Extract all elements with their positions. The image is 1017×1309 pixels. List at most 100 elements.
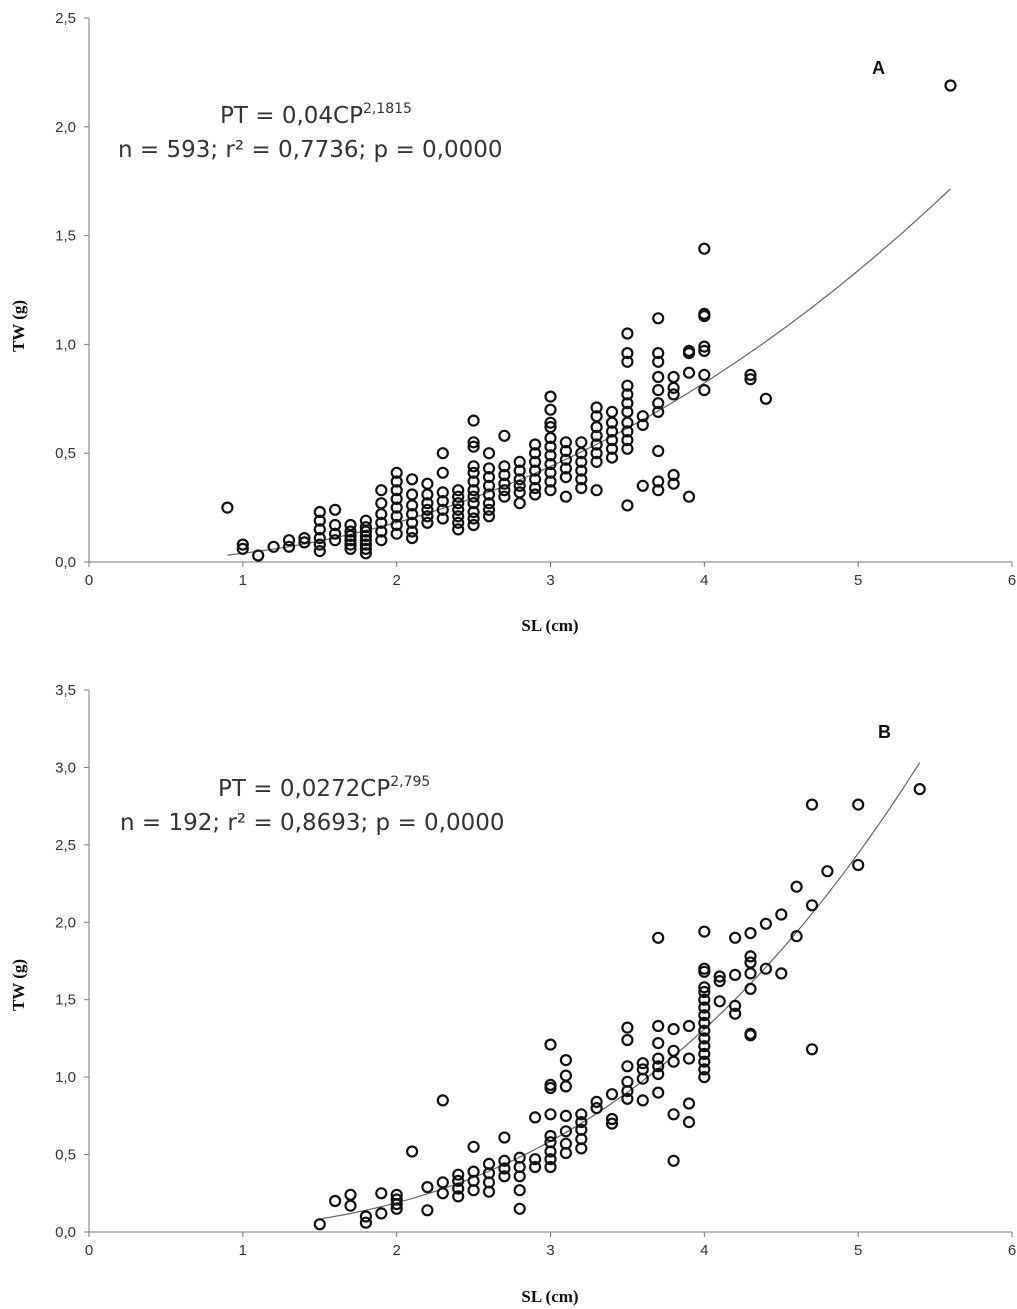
data-point-b — [667, 1055, 680, 1068]
data-point-b — [775, 908, 788, 921]
data-point-a — [559, 462, 573, 475]
data-point-b — [498, 1131, 511, 1144]
data-point-a — [667, 477, 680, 490]
data-point-a — [329, 503, 342, 516]
data-point-b — [421, 1204, 434, 1217]
data-point-a — [590, 421, 603, 434]
data-point-b — [605, 1117, 619, 1130]
data-point-a — [667, 370, 680, 384]
data-point-a — [528, 455, 542, 468]
data-point-a — [575, 481, 588, 495]
data-point-a — [513, 479, 526, 492]
data-point-a — [698, 310, 711, 323]
data-point-a — [636, 479, 649, 492]
data-point-a — [436, 495, 449, 508]
data-point-b — [544, 1160, 557, 1174]
data-point-b — [698, 1055, 711, 1068]
data-point-b — [652, 1019, 665, 1033]
stats-b: n = 192; r² = 0,8693; p = 0,0000 — [120, 810, 505, 836]
data-point-a — [390, 492, 403, 505]
data-point-a — [329, 534, 342, 547]
data-point-a — [221, 501, 234, 514]
x-tick-label-a: 5 — [854, 572, 862, 589]
data-point-b — [790, 880, 803, 893]
data-point-b — [528, 1153, 542, 1166]
data-point-a — [605, 405, 619, 418]
x-tick-label-a: 4 — [700, 572, 708, 589]
data-point-a — [375, 534, 388, 547]
data-point-a — [575, 436, 588, 449]
data-point-a — [313, 523, 326, 536]
x-axis-title-a: SL (cm) — [521, 616, 578, 635]
data-point-a — [344, 525, 357, 538]
data-point-b — [652, 1060, 665, 1073]
data-point-a — [482, 479, 496, 492]
data-point-a — [375, 525, 388, 538]
y-tick-label-b: 1,5 — [55, 992, 76, 1009]
data-point-b — [698, 1063, 711, 1076]
data-point-b — [605, 1088, 619, 1101]
data-point-a — [682, 490, 696, 503]
data-point-a — [406, 488, 419, 501]
data-point-a — [359, 521, 372, 534]
data-point-b — [344, 1188, 357, 1201]
data-point-b — [759, 917, 773, 930]
data-point-a — [436, 512, 449, 525]
data-point-a — [590, 401, 603, 414]
x-tick-label-b: 4 — [700, 1242, 708, 1259]
data-point-a — [528, 473, 542, 486]
data-point-a — [621, 327, 634, 340]
data-point-a — [421, 503, 434, 516]
data-point-b — [575, 1108, 588, 1121]
data-point-a — [406, 531, 419, 545]
data-point-b — [698, 1040, 711, 1053]
data-point-a — [621, 416, 634, 429]
data-point-b — [698, 985, 711, 999]
equation-a: PT = 0,04CP2,1815 — [220, 101, 412, 129]
data-point-b — [498, 1170, 511, 1183]
data-point-a — [605, 434, 619, 447]
data-point-b — [544, 1038, 557, 1051]
data-point-b — [713, 970, 726, 983]
data-point-a — [513, 464, 526, 477]
data-point-b — [667, 1022, 680, 1036]
data-point-a — [359, 534, 372, 547]
data-point-a — [759, 392, 773, 405]
data-point-a — [406, 516, 419, 529]
data-point-a — [467, 505, 480, 519]
data-point-b — [436, 1187, 449, 1200]
data-point-a — [452, 503, 465, 516]
data-point-b — [636, 1094, 649, 1107]
data-point-a — [313, 538, 326, 551]
data-point-a — [482, 497, 496, 510]
data-point-a — [652, 370, 665, 384]
data-point-b — [467, 1140, 480, 1153]
data-point-b — [652, 1052, 665, 1065]
x-tick-label-b: 0 — [85, 1242, 93, 1259]
data-point-a — [544, 440, 557, 453]
data-point-a — [513, 473, 526, 486]
data-point-b — [698, 1016, 711, 1030]
y-tick-label-b: 1,0 — [55, 1069, 76, 1086]
data-point-a — [467, 414, 480, 427]
equation-a-exponent: 2,1815 — [363, 101, 412, 117]
data-point-b — [559, 1080, 573, 1093]
data-point-a — [421, 488, 434, 501]
data-point-b — [390, 1202, 403, 1215]
data-point-b — [667, 1108, 680, 1121]
data-point-a — [436, 486, 449, 499]
x-tick-label-a: 6 — [1008, 572, 1016, 589]
data-point-b — [759, 962, 773, 975]
data-point-a — [375, 484, 388, 497]
data-point-b — [713, 995, 726, 1008]
data-point-a — [390, 527, 403, 540]
data-point-a — [544, 484, 557, 497]
data-point-a — [513, 497, 526, 510]
data-point-b — [590, 1101, 603, 1115]
data-point-a — [406, 507, 419, 521]
data-point-a — [344, 538, 357, 551]
y-tick-label-b: 0,0 — [55, 1224, 76, 1241]
data-point-b — [621, 1060, 634, 1073]
data-point-a — [344, 542, 357, 556]
